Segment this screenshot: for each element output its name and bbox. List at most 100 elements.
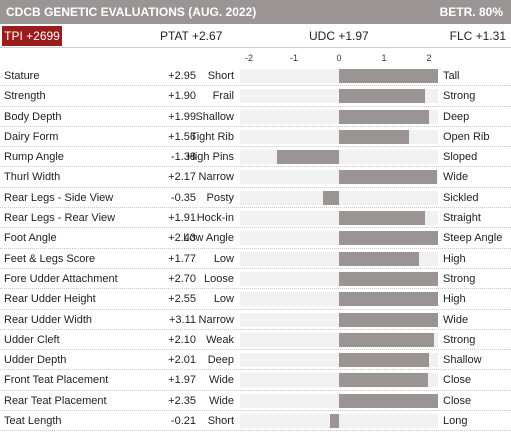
trait-value: +1.56 xyxy=(168,130,196,143)
trait-name: Teat Length xyxy=(4,415,62,428)
trait-row: Strength +1.90 Frail Strong xyxy=(0,86,511,107)
low-descriptor: Hock-in xyxy=(196,212,234,225)
bar-track xyxy=(240,393,438,408)
summary-row: TPI +2699 PTAT +2.67 UDC +1.97 FLC +1.31 xyxy=(0,25,511,47)
tpi-badge: TPI +2699 xyxy=(2,26,62,46)
trait-value: -1.38 xyxy=(170,151,196,164)
low-descriptor: Low xyxy=(213,252,234,265)
low-descriptor: Weak xyxy=(206,333,234,346)
udc-value: UDC +1.97 xyxy=(309,29,369,43)
trait-bar xyxy=(339,373,428,388)
trait-name: Body Depth xyxy=(4,110,62,123)
trait-value: +1.90 xyxy=(168,90,196,103)
low-descriptor: Wide xyxy=(208,374,234,387)
low-descriptor: Short xyxy=(207,415,234,428)
bar-track xyxy=(240,251,438,266)
trait-row: Rear Legs - Side View -0.35 Posty Sickled xyxy=(0,188,511,209)
high-descriptor: Straight xyxy=(443,212,481,225)
trait-table: Stature +2.95 Short Tall Strength +1.90 Frail S… xyxy=(0,66,511,432)
low-descriptor: Low Angle xyxy=(183,232,234,245)
trait-row: Foot Angle +2.43 Low Angle Steep Angle xyxy=(0,228,511,249)
trait-row: Body Depth +1.99 Shallow Deep xyxy=(0,107,511,127)
high-descriptor: Strong xyxy=(443,90,476,103)
high-descriptor: Close xyxy=(443,394,472,407)
low-descriptor: Low xyxy=(213,293,234,306)
trait-bar xyxy=(339,292,438,307)
high-descriptor: High xyxy=(443,252,466,265)
trait-row: Thurl Width +2.17 Narrow Wide xyxy=(0,167,511,188)
bar-track xyxy=(240,69,438,83)
low-descriptor: Shallow xyxy=(195,110,234,123)
low-descriptor: Posty xyxy=(206,191,234,204)
trait-value: +3.11 xyxy=(168,313,196,326)
trait-name: Rear Legs - Side View xyxy=(4,191,114,204)
low-descriptor: Wide xyxy=(208,394,234,407)
low-descriptor: Narrow xyxy=(198,313,234,326)
high-descriptor: Wide xyxy=(443,171,469,184)
trait-name: Rump Angle xyxy=(4,151,64,164)
trait-name: Feet & Legs Score xyxy=(4,252,96,265)
high-descriptor: Open Rib xyxy=(443,130,490,143)
high-descriptor: Sloped xyxy=(443,151,478,164)
trait-value: +2.10 xyxy=(168,333,196,346)
trait-bar xyxy=(339,312,438,327)
header-bar: CDCB GENETIC EVALUATIONS (AUG. 2022) BET… xyxy=(0,0,511,24)
trait-value: +1.77 xyxy=(168,252,196,265)
axis-tick-label: -2 xyxy=(244,53,254,63)
low-descriptor: Loose xyxy=(204,272,234,285)
trait-value: +2.35 xyxy=(168,394,196,407)
trait-bar xyxy=(339,271,438,286)
bar-track xyxy=(240,231,438,246)
high-descriptor: Steep Angle xyxy=(443,232,503,245)
trait-value: +2.95 xyxy=(168,70,196,82)
bar-track xyxy=(240,89,438,104)
trait-row: Dairy Form +1.56 Tight Rib Open Rib xyxy=(0,127,511,148)
report-title: CDCB GENETIC EVALUATIONS (AUG. 2022) xyxy=(6,5,257,19)
high-descriptor: Long xyxy=(443,415,468,428)
axis-tick-label: 1 xyxy=(381,53,387,63)
bar-track xyxy=(240,414,438,429)
trait-name: Foot Angle xyxy=(4,232,57,245)
trait-bar xyxy=(276,150,339,165)
axis-tick-label: 0 xyxy=(336,53,342,63)
high-descriptor: Wide xyxy=(443,313,469,326)
trait-bar xyxy=(339,211,425,226)
divider xyxy=(0,47,511,48)
bar-track xyxy=(240,170,438,185)
bar-track xyxy=(240,129,438,144)
trait-bar xyxy=(339,89,425,104)
trait-bar xyxy=(339,69,438,83)
trait-row: Rear Teat Placement +2.35 Wide Close xyxy=(0,391,511,412)
low-descriptor: Frail xyxy=(212,90,234,103)
trait-value: +2.70 xyxy=(168,272,196,285)
trait-value: +1.97 xyxy=(168,374,196,387)
trait-bar xyxy=(339,109,429,124)
trait-bar xyxy=(339,332,434,347)
trait-name: Fore Udder Attachment xyxy=(4,272,118,285)
trait-value: -0.21 xyxy=(170,415,196,428)
trait-bar xyxy=(339,170,437,185)
bar-track xyxy=(240,292,438,307)
trait-name: Front Teat Placement xyxy=(4,374,109,387)
bar-track xyxy=(240,109,438,124)
reliability-label: BETR. 80% xyxy=(439,5,503,19)
bar-track xyxy=(240,190,438,205)
trait-name: Rear Udder Width xyxy=(4,313,93,326)
trait-row: Fore Udder Attachment +2.70 Loose Strong xyxy=(0,269,511,290)
trait-row: Feet & Legs Score +1.77 Low High xyxy=(0,249,511,269)
trait-row: Rear Udder Width +3.11 Narrow Wide xyxy=(0,310,511,330)
trait-value: +1.91 xyxy=(168,212,196,225)
high-descriptor: Strong xyxy=(443,333,476,346)
trait-value: +2.43 xyxy=(168,232,196,245)
trait-value: +1.99 xyxy=(168,110,196,123)
bar-track xyxy=(240,271,438,286)
trait-row: Rear Udder Height +2.55 Low High xyxy=(0,289,511,310)
trait-bar xyxy=(339,393,438,408)
trait-name: Thurl Width xyxy=(4,171,61,184)
bar-track xyxy=(240,312,438,327)
trait-bar xyxy=(339,231,438,246)
high-descriptor: Tall xyxy=(443,70,460,82)
trait-value: -0.35 xyxy=(170,191,196,204)
low-descriptor: Narrow xyxy=(198,171,234,184)
ptat-value: PTAT +2.67 xyxy=(160,29,223,43)
